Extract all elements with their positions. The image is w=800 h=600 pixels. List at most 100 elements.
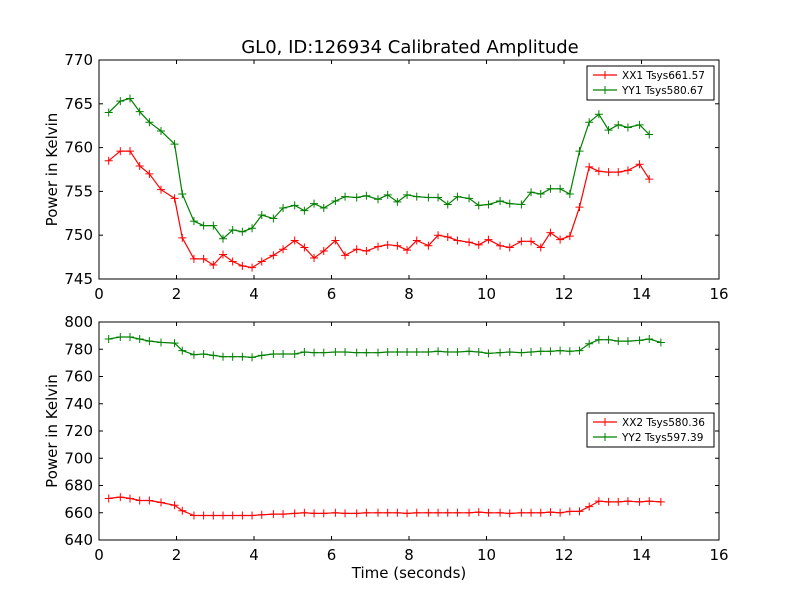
- data-point: [474, 508, 483, 517]
- data-point: [434, 508, 443, 517]
- data-point: [434, 347, 443, 356]
- legend-box: [586, 65, 715, 101]
- data-point: [517, 237, 526, 246]
- data-point: [527, 347, 536, 356]
- x-tick-label: 10: [477, 546, 496, 564]
- data-point: [484, 508, 493, 517]
- data-point: [310, 348, 319, 357]
- data-point: [623, 337, 632, 346]
- data-point: [374, 195, 382, 204]
- data-point: [269, 510, 278, 519]
- data-point: [536, 190, 545, 199]
- y-tick-label: 720: [64, 422, 93, 440]
- data-point: [209, 260, 218, 269]
- x-tick-label: 6: [327, 285, 337, 303]
- data-point: [474, 347, 483, 356]
- data-point: [496, 348, 505, 357]
- data-point: [209, 221, 218, 230]
- data-point: [300, 243, 309, 252]
- data-point: [209, 511, 218, 520]
- data-point: [228, 352, 237, 361]
- data-point: [614, 120, 623, 129]
- data-point: [290, 350, 299, 359]
- data-point: [383, 240, 392, 249]
- data-point: [178, 506, 187, 515]
- y-tick-label: 680: [64, 477, 93, 495]
- x-tick-label: 8: [404, 546, 414, 564]
- data-point: [199, 221, 208, 230]
- data-point: [556, 184, 565, 193]
- data-point: [635, 160, 644, 169]
- data-point: [319, 348, 328, 357]
- data-point: [104, 108, 113, 117]
- data-point: [238, 261, 247, 270]
- data-point: [484, 200, 493, 209]
- data-point: [645, 497, 654, 506]
- data-point: [453, 236, 462, 245]
- data-point: [228, 257, 237, 266]
- y-tick-label: 770: [64, 51, 93, 69]
- x-tick-label: 14: [632, 546, 651, 564]
- data-point: [575, 346, 584, 355]
- data-point: [116, 97, 125, 106]
- data-point: [145, 496, 154, 505]
- plot-area: [104, 94, 654, 272]
- data-point: [300, 347, 309, 356]
- x-tick-label: 12: [554, 546, 573, 564]
- data-point: [341, 347, 350, 356]
- data-point: [443, 347, 452, 356]
- data-point: [517, 348, 526, 357]
- data-point: [341, 192, 350, 201]
- data-point: [352, 509, 361, 518]
- data-point: [424, 347, 433, 356]
- data-point: [279, 350, 288, 359]
- data-point: [546, 228, 555, 237]
- data-point: [623, 166, 632, 175]
- data-point: [604, 497, 613, 506]
- y-tick-label: 800: [64, 313, 93, 331]
- data-point: [412, 236, 421, 245]
- data-point: [424, 241, 433, 250]
- data-point: [145, 169, 154, 178]
- y-tick-label: 765: [64, 95, 93, 113]
- data-point: [575, 147, 584, 156]
- data-point: [575, 203, 584, 212]
- x-tick-label: 0: [94, 285, 104, 303]
- data-point: [269, 350, 278, 359]
- data-point: [257, 351, 266, 360]
- data-point: [556, 235, 565, 244]
- data-point: [170, 501, 179, 510]
- legend-entry: XX1 Tsys661.57: [622, 70, 705, 82]
- data-point: [209, 351, 218, 360]
- data-point: [556, 346, 565, 355]
- data-point: [219, 234, 227, 243]
- data-point: [199, 254, 208, 263]
- data-point: [362, 191, 371, 200]
- x-axis-label: Time (seconds): [351, 564, 467, 582]
- data-point: [341, 251, 350, 260]
- data-point: [219, 511, 227, 520]
- data-point: [565, 232, 574, 241]
- data-point: [319, 204, 328, 213]
- chart-title: GL0, ID:126934 Calibrated Amplitude: [241, 37, 579, 58]
- data-point: [383, 347, 392, 356]
- data-point: [565, 347, 574, 356]
- legend-marker: [601, 433, 609, 441]
- data-point: [248, 353, 257, 362]
- data-point: [126, 147, 134, 156]
- data-point: [403, 190, 412, 199]
- legend-marker: [601, 418, 609, 426]
- data-point: [393, 508, 402, 517]
- data-point: [465, 238, 474, 247]
- data-point: [484, 349, 493, 358]
- data-point: [403, 347, 412, 356]
- data-point: [585, 118, 594, 127]
- data-point: [157, 338, 165, 347]
- data-point: [248, 224, 257, 233]
- data-point: [135, 496, 144, 505]
- data-point: [300, 206, 309, 215]
- y-tick-label: 700: [64, 449, 93, 467]
- y-tick-label: 780: [64, 340, 93, 358]
- data-point: [443, 508, 452, 517]
- data-point: [157, 185, 165, 194]
